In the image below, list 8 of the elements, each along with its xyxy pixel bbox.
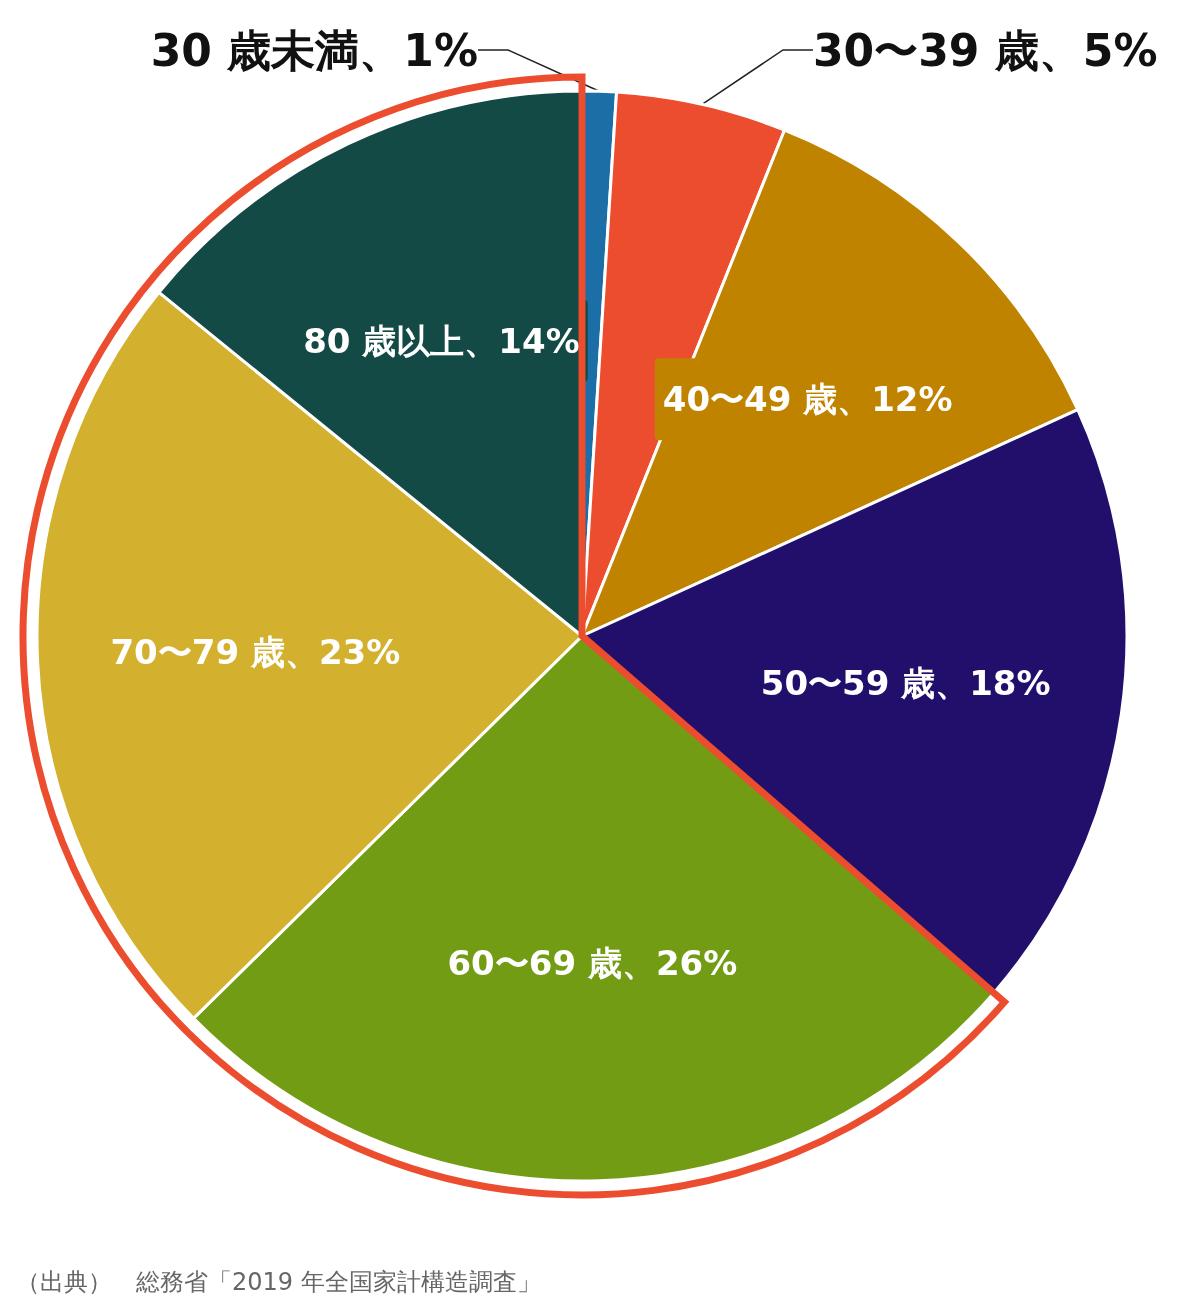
slice-label: 60〜69 歳、26% — [447, 942, 738, 983]
slice-label: 30〜39 歳、5% — [813, 24, 1158, 76]
slice-label: 80 歳以上、14% — [303, 320, 580, 361]
slice-label: 40〜49 歳、12% — [662, 379, 953, 420]
text: （出典） 総務省「2019 年全国家計構造調査」 — [16, 1268, 541, 1296]
slice-label: 50〜59 歳、18% — [760, 662, 1051, 703]
slice-label: 70〜79 歳、23% — [110, 631, 401, 672]
slice-label: 30 歳未満、1% — [150, 24, 478, 76]
